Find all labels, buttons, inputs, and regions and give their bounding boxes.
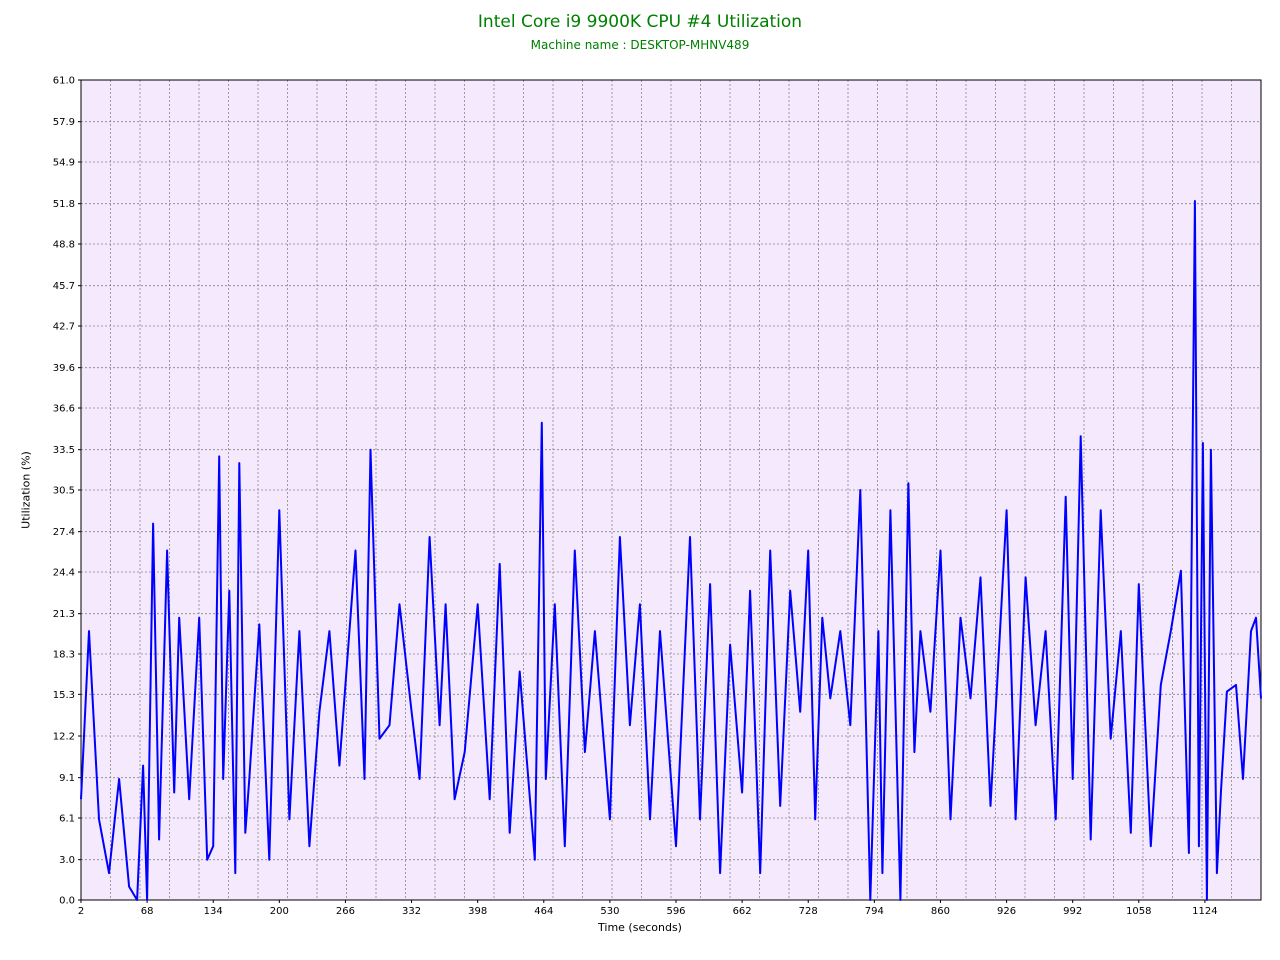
y-tick-label: 48.8 [53,240,75,251]
x-tick-label: 464 [534,906,553,917]
y-tick-label: 36.6 [53,404,75,415]
x-tick-label: 530 [600,906,619,917]
y-tick-label: 12.2 [53,732,75,743]
y-tick-label: 27.4 [53,527,75,538]
x-tick-label: 2 [78,906,84,917]
x-tick-label: 134 [204,906,223,917]
y-tick-label: 6.1 [59,814,75,825]
y-tick-label: 42.7 [53,322,75,333]
y-tick-label: 45.7 [53,281,75,292]
chart-subtitle: Machine name : DESKTOP-MHNV489 [530,38,750,52]
x-tick-label: 200 [270,906,289,917]
x-tick-label: 1124 [1192,906,1217,917]
x-tick-label: 266 [336,906,355,917]
x-tick-label: 398 [468,906,487,917]
x-tick-label: 794 [865,906,884,917]
y-tick-label: 39.6 [53,363,75,374]
y-tick-label: 0.0 [59,896,75,907]
y-tick-label: 9.1 [59,773,75,784]
y-tick-label: 33.5 [53,445,75,456]
x-tick-label: 728 [799,906,818,917]
y-tick-label: 57.9 [53,117,75,128]
y-tick-label: 24.4 [53,568,75,579]
y-tick-label: 21.3 [53,609,75,620]
chart-title: Intel Core i9 9900K CPU #4 Utilization [477,12,803,32]
series-line [80,200,1262,901]
y-tick-label: 61.0 [53,76,75,87]
y-tick-label: 18.3 [53,650,75,661]
x-tick-label: 992 [1063,906,1082,917]
x-tick-label: 662 [733,906,752,917]
x-tick-label: 1058 [1126,906,1151,917]
y-tick-label: 15.3 [53,690,75,701]
y-tick-label: 30.5 [53,486,75,497]
x-axis-label: Time (seconds) [598,921,682,934]
y-tick-label: 3.0 [59,855,75,866]
x-tick-label: 68 [141,906,154,917]
x-tick-label: 332 [402,906,421,917]
x-tick-label: 860 [931,906,950,917]
plot-border [80,79,1262,901]
x-tick-label: 596 [666,906,685,917]
y-tick-label: 54.9 [53,158,75,169]
y-tick-label: 51.8 [53,199,75,210]
x-tick-label: 926 [997,906,1016,917]
